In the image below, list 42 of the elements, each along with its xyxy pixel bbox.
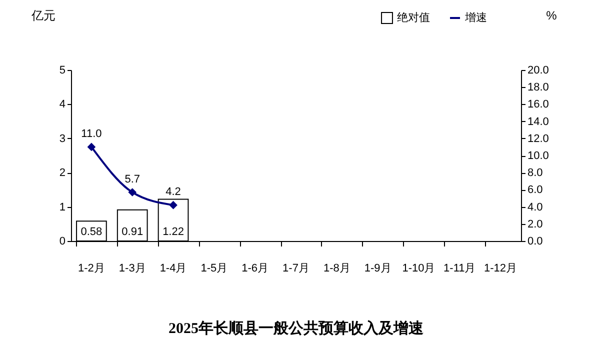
- data-label: 5.7: [124, 173, 140, 186]
- x-tick-label: 1-11月: [444, 262, 476, 274]
- text: 2025年长顺县一般公共预算收入及增速: [168, 320, 424, 337]
- y2-tick-label: 12.0: [528, 132, 549, 145]
- y2-tick-label: 8.0: [528, 167, 543, 180]
- y2-tick-label: 18.0: [528, 82, 549, 94]
- y2-axis-title: %: [546, 8, 558, 22]
- y-tick-label: 4: [59, 98, 66, 111]
- point: [88, 143, 96, 151]
- data-label: 1.22: [162, 226, 184, 238]
- x-tick-label: 1-10月: [402, 262, 436, 274]
- x-tick-label: 1-9月: [364, 262, 392, 274]
- point: [170, 201, 178, 209]
- y2-tick-label: 10.0: [528, 150, 549, 162]
- y2-tick-label: 6.0: [528, 184, 543, 196]
- y2-tick-label: 14.0: [528, 116, 549, 128]
- y2-tick-label: 16.0: [528, 98, 549, 111]
- x-tick-label: 1-4月: [160, 262, 187, 274]
- x-tick-label: 1-5月: [200, 262, 228, 274]
- x-tick-label: 1-3月: [118, 262, 146, 274]
- x-tick-label: 1-7月: [282, 262, 310, 274]
- data-label: 0.58: [80, 226, 102, 238]
- data-label: 4.2: [166, 186, 181, 198]
- y-tick-label: 3: [59, 132, 66, 145]
- data-label: 11.0: [81, 128, 102, 140]
- y2-tick-label: 0.0: [528, 236, 543, 248]
- y-tick-label: 2: [59, 167, 66, 180]
- x-tick-label: 1-2月: [78, 262, 105, 274]
- y-tick-label: 0: [59, 236, 66, 248]
- y2-tick-label: 4.0: [528, 201, 543, 214]
- x-tick-label: 1-12月: [484, 262, 518, 274]
- data-label: 0.91: [122, 226, 144, 238]
- x-tick-label: 1-8月: [323, 262, 350, 274]
- y-axis-title: 亿元: [30, 8, 56, 22]
- legend-label: 绝对值: [397, 11, 430, 24]
- point: [128, 188, 136, 196]
- y2-tick-label: 2.0: [528, 218, 543, 230]
- y-tick-label: 5: [59, 64, 66, 76]
- y2-tick-label: 20.0: [528, 64, 549, 76]
- legend-label: 增速: [464, 11, 487, 24]
- x-tick-label: 1-6月: [242, 262, 269, 274]
- y-tick-label: 1: [59, 201, 66, 214]
